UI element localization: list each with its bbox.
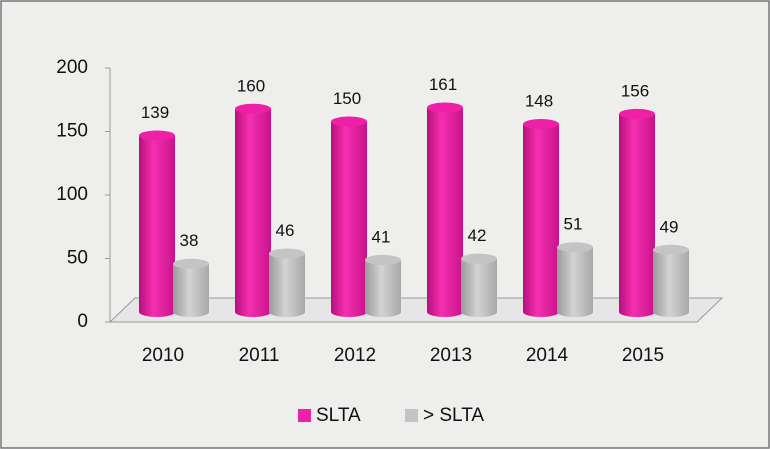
legend-swatch	[298, 409, 311, 422]
bar	[365, 259, 401, 312]
bar-top	[619, 108, 655, 119]
x-tick-label: 2010	[142, 345, 184, 366]
y-tick-label: 100	[56, 184, 88, 205]
bar-top	[557, 242, 593, 253]
x-tick-label: 2014	[526, 345, 569, 366]
y-tick-label: 0	[77, 311, 88, 332]
x-tick-label: 2012	[334, 345, 376, 366]
bar	[523, 124, 559, 312]
y-tick-label: 50	[67, 248, 88, 269]
legend-swatch	[405, 409, 418, 422]
bar	[269, 253, 305, 312]
x-tick-label: 2013	[430, 345, 472, 366]
value-label: 148	[525, 92, 553, 111]
bar-top	[461, 253, 497, 264]
bar	[173, 263, 209, 312]
value-label: 51	[564, 215, 583, 234]
bar	[461, 258, 497, 312]
bar-top	[269, 248, 305, 259]
value-label: 160	[237, 76, 265, 95]
value-label: 46	[276, 221, 295, 240]
bar	[235, 108, 271, 312]
value-label: 150	[333, 89, 361, 108]
value-label: 42	[468, 226, 487, 245]
y-tick-label: 200	[56, 57, 88, 78]
x-tick-label: 2011	[239, 345, 280, 366]
bar	[139, 135, 175, 312]
bar-top	[523, 119, 559, 130]
bar-top	[331, 116, 367, 127]
bar	[619, 113, 655, 312]
value-label: 161	[429, 75, 457, 94]
value-label: 41	[372, 227, 391, 246]
bar-top	[365, 254, 401, 265]
value-label: 139	[141, 103, 169, 122]
bar	[427, 107, 463, 312]
y-tick-label: 150	[56, 121, 88, 142]
value-label: 49	[660, 217, 679, 236]
legend-label: > SLTA	[423, 405, 484, 426]
bar	[557, 247, 593, 312]
bar-top	[173, 258, 209, 269]
legend-label: SLTA	[316, 405, 361, 426]
bar-top	[235, 103, 271, 114]
bar-top	[653, 244, 689, 255]
x-tick-label: 2015	[622, 345, 664, 366]
bar-top	[427, 102, 463, 113]
bar-top	[139, 130, 175, 141]
value-label: 156	[621, 81, 649, 100]
value-label: 38	[180, 231, 199, 250]
bar	[653, 249, 689, 312]
bar	[331, 121, 367, 312]
